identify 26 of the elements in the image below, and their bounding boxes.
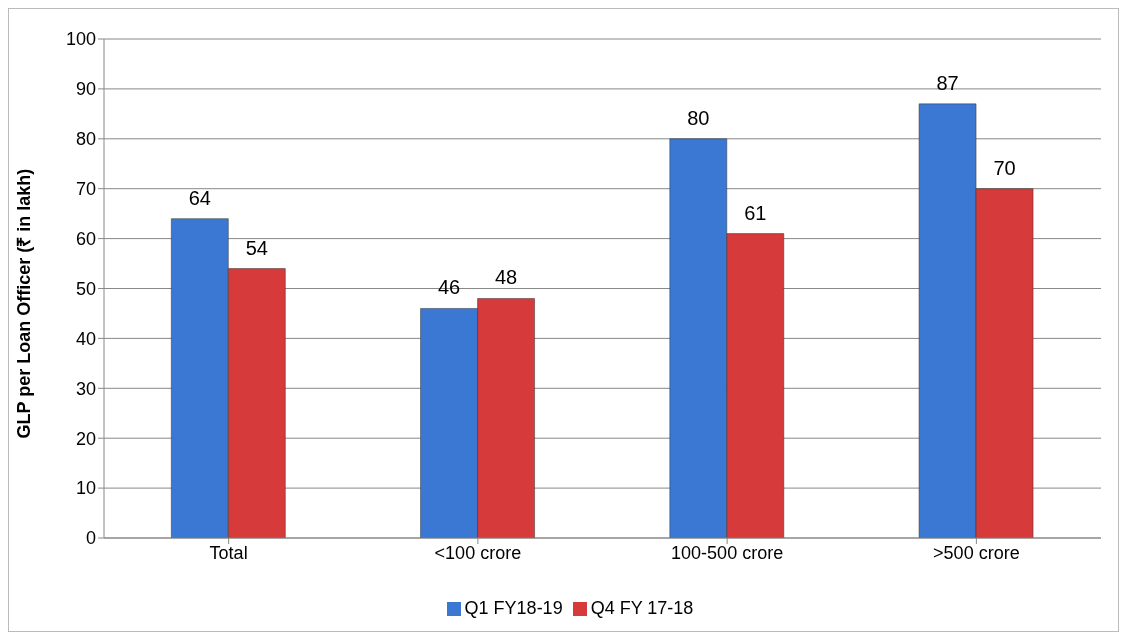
data-label: 48: [494, 266, 518, 289]
y-tick-label: 90: [75, 79, 96, 100]
y-tick-label: 30: [75, 378, 96, 399]
data-label: 64: [188, 186, 211, 209]
y-tick-label: 70: [75, 179, 96, 200]
y-tick-label: 100: [65, 29, 96, 50]
x-tick-label: <100 crore: [434, 542, 522, 563]
y-tick-label: 50: [75, 278, 96, 299]
y-tick-label: 40: [75, 328, 96, 349]
x-tick-label: Total: [209, 542, 248, 563]
data-label: 46: [437, 276, 461, 299]
y-tick-label: 20: [75, 428, 96, 449]
legend-label: Q1 FY18-19: [464, 598, 563, 618]
x-tick-label: >500 crore: [933, 542, 1020, 563]
data-label: 54: [245, 236, 268, 259]
y-tick-label: 10: [75, 478, 96, 499]
y-tick-label: 0: [85, 528, 96, 549]
data-label: 61: [744, 201, 767, 224]
y-tick-label: 60: [75, 228, 96, 249]
y-tick-label: 80: [75, 129, 96, 150]
y-axis-title: GLP per Loan Officer (₹ in lakh): [14, 168, 35, 439]
legend-label: Q4 FY 17-18: [590, 598, 694, 618]
data-label: 70: [993, 156, 1016, 179]
data-label: 80: [687, 106, 710, 129]
data-label: 87: [936, 71, 959, 94]
x-tick-label: 100-500 crore: [671, 542, 784, 563]
